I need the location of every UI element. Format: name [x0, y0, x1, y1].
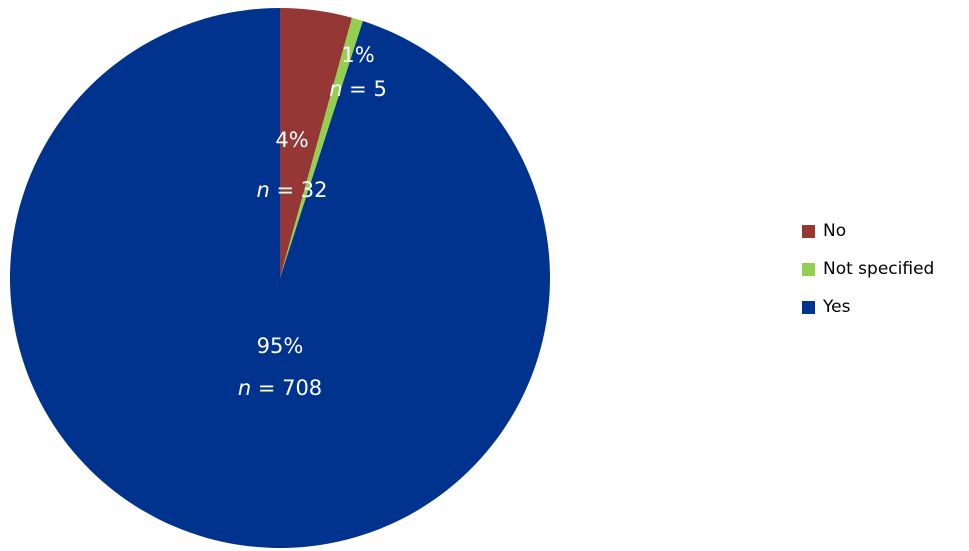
percent-label-yes: 95% [257, 334, 304, 358]
legend-swatch-yes [802, 300, 815, 314]
count-label-no: n = 32 [257, 178, 328, 202]
percent-label-no: 4% [275, 128, 308, 152]
legend-label-no: No [823, 221, 847, 241]
pie-slice-yes [9, 7, 550, 548]
legend-swatch-no [802, 224, 815, 238]
pie-slice-no [280, 8, 352, 278]
count-label-yes: n = 708 [238, 376, 322, 400]
legend-item-yes: Yes [802, 295, 934, 319]
legend-item-not-specified: Not specified [802, 257, 934, 281]
legend-item-no: No [802, 219, 934, 243]
percent-label-not-specified: 1% [341, 43, 374, 67]
pie-slice-not-specified [280, 17, 363, 279]
legend-label-yes: Yes [823, 297, 851, 317]
legend-label-not-specified: Not specified [823, 259, 935, 279]
legend-swatch-not-specified [802, 262, 815, 276]
count-label-not-specified: n = 5 [329, 77, 387, 101]
legend: No Not specified Yes [802, 219, 934, 333]
